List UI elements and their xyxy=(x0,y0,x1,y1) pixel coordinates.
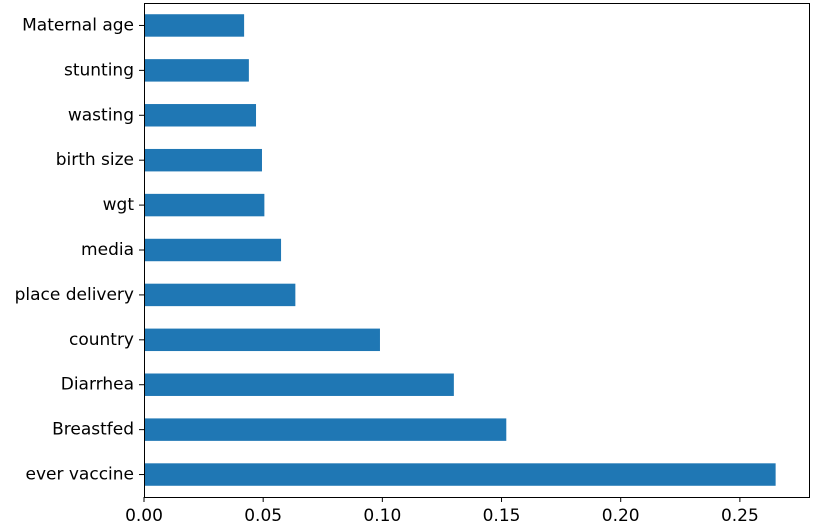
bar-wasting xyxy=(144,104,257,127)
bar-wgt xyxy=(144,193,265,217)
y-tick-label: Diarrhea xyxy=(61,375,134,395)
x-tick-label: 0.25 xyxy=(721,506,759,526)
x-tick-label: 0.15 xyxy=(483,506,521,526)
y-tick-label: birth size xyxy=(56,150,134,170)
x-ticks: 0.00 0.05 0.10 0.15 0.20 0.25 xyxy=(125,497,759,526)
y-tick-label: place delivery xyxy=(15,285,134,305)
y-tick-label: ever vaccine xyxy=(26,465,135,485)
y-tick-label: stunting xyxy=(64,60,134,80)
bar-maternal-age xyxy=(144,14,245,37)
bar-diarrhea xyxy=(144,373,454,396)
bars-group xyxy=(144,14,776,486)
y-tick-label: Breastfed xyxy=(52,420,134,440)
x-tick-label: 0.20 xyxy=(602,506,640,526)
plot-frame xyxy=(144,3,810,498)
y-tick-label: wasting xyxy=(68,105,134,125)
bar-country xyxy=(144,328,380,352)
bar-ever-vaccine xyxy=(144,463,776,486)
bar-media xyxy=(144,238,282,262)
y-tick-label: media xyxy=(81,240,134,260)
bar-place-delivery xyxy=(144,283,296,307)
bar-stunting xyxy=(144,59,249,82)
y-tick-label: wgt xyxy=(103,195,135,215)
y-tick-label: Maternal age xyxy=(22,15,134,35)
bar-birth-size xyxy=(144,148,262,172)
bar-breastfed xyxy=(144,418,507,441)
x-tick-label: 0.05 xyxy=(244,506,282,526)
y-tick-label: country xyxy=(69,330,134,350)
x-tick-label: 0.10 xyxy=(363,506,401,526)
x-tick-label: 0.00 xyxy=(125,506,163,526)
y-tick-labels: Maternal age stunting wasting birth size wgt… xyxy=(15,15,144,485)
